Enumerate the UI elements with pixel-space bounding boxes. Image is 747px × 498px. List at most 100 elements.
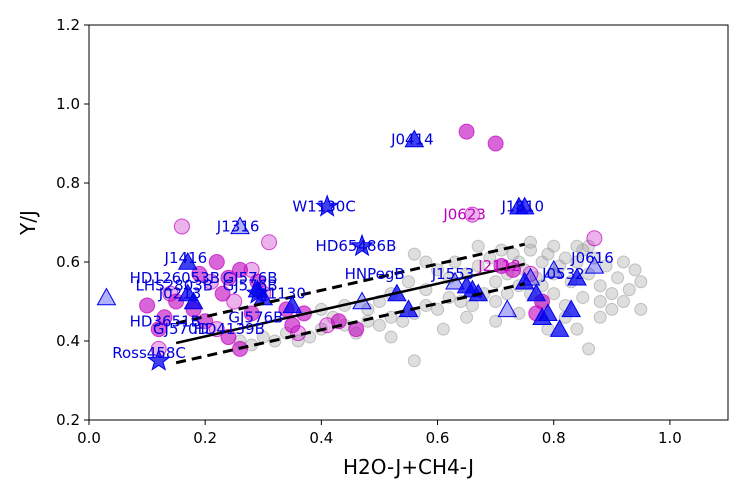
x-tick-label: 0.4 xyxy=(309,429,333,447)
triangle-point xyxy=(561,299,582,318)
gray-point xyxy=(611,271,625,285)
triangle-point xyxy=(549,319,570,337)
gray-point xyxy=(616,255,630,269)
gray-point xyxy=(489,275,503,289)
magenta-point xyxy=(586,230,603,247)
gray-point xyxy=(593,310,607,324)
star-points-layer xyxy=(146,194,374,371)
triangle-point xyxy=(230,216,250,235)
gray-point xyxy=(547,239,561,253)
gray-point xyxy=(436,322,450,336)
magenta-point xyxy=(191,265,208,282)
gray-point xyxy=(628,263,642,277)
point-annotation: HD126053B xyxy=(130,269,220,287)
star-point xyxy=(146,348,171,371)
point-annotation: HD3651B xyxy=(130,312,201,330)
gray-point xyxy=(570,322,584,336)
triangle-point xyxy=(543,259,564,278)
y-tick-label: 1.2 xyxy=(56,16,80,34)
triangle-point xyxy=(526,283,547,302)
triangle-point xyxy=(96,287,117,306)
point-annotation: Ross458C xyxy=(112,344,186,362)
y-tick-label: 1.0 xyxy=(56,95,80,113)
y-axis-label: Y/J xyxy=(16,210,40,236)
triangle-point xyxy=(183,291,204,310)
gray-point xyxy=(622,283,636,297)
lower-bound-line xyxy=(175,282,526,365)
point-annotation: J2112 xyxy=(477,257,521,275)
gray-point xyxy=(605,287,619,301)
triangle-point xyxy=(514,196,535,215)
x-tick-label: 0.6 xyxy=(426,429,450,447)
star-point xyxy=(350,233,374,257)
point-annotation: GJ570D xyxy=(153,320,209,338)
gray-point xyxy=(402,275,415,289)
gray-point xyxy=(489,314,503,328)
gray-point xyxy=(523,235,537,249)
fit-line xyxy=(175,262,525,345)
annotation-layer: J0414 W1130C J1810 J0623 J1316 HD65486B J1416 J… xyxy=(112,131,614,362)
y-tick-label: 0.4 xyxy=(56,332,80,350)
x-tick-label: 0.0 xyxy=(77,429,101,447)
gray-point xyxy=(460,310,474,324)
triangle-point xyxy=(567,267,587,286)
magenta-point xyxy=(156,309,173,326)
x-axis-label: H2O-J+CH4-J xyxy=(343,455,474,479)
trend-lines-layer xyxy=(175,242,526,365)
gray-point xyxy=(587,251,601,265)
y-tick-label: 0.6 xyxy=(56,253,80,271)
magenta-point xyxy=(220,269,237,286)
magenta-point xyxy=(208,254,225,270)
gray-point xyxy=(384,330,398,344)
point-annotation: J0532 xyxy=(541,265,585,283)
plot-frame xyxy=(88,24,729,421)
magenta-point xyxy=(173,218,190,235)
triangle-point xyxy=(584,255,605,274)
gray-point xyxy=(593,279,607,293)
tick-layer: 0.0 0.2 0.4 0.6 0.8 1.00.20.40.60.81.01.2 xyxy=(56,16,682,447)
star-point xyxy=(245,281,270,304)
point-annotation: J1416 xyxy=(164,249,208,267)
magenta-point xyxy=(330,313,347,330)
magenta-point xyxy=(214,285,231,302)
point-annotation: HD4139B xyxy=(194,320,265,338)
gray-point xyxy=(489,295,503,308)
gray-point xyxy=(593,295,607,308)
point-annotation: J1316 xyxy=(216,217,260,235)
gray-point xyxy=(582,342,596,356)
point-annotation: GJ576B xyxy=(223,269,278,287)
point-annotation: J1810 xyxy=(500,198,544,216)
point-annotation: GJ576B xyxy=(228,308,283,326)
triangle-point xyxy=(520,267,541,286)
star-point xyxy=(315,194,339,217)
gray-point xyxy=(616,295,630,308)
triangle-point xyxy=(404,129,425,148)
x-tick-label: 0.8 xyxy=(542,429,566,447)
gray-point xyxy=(576,291,590,305)
triangle-point xyxy=(177,251,198,270)
triangle-point xyxy=(282,295,303,314)
gray-point xyxy=(471,259,485,273)
magenta-point xyxy=(202,273,219,290)
point-annotation: W1130C xyxy=(292,198,355,216)
gray-point xyxy=(634,302,648,316)
magenta-point xyxy=(261,234,278,251)
magenta-point xyxy=(464,206,481,223)
gray-point xyxy=(372,318,386,332)
point-annotation: J0213 xyxy=(158,285,202,303)
triangle-points-layer xyxy=(96,129,605,337)
magenta-point xyxy=(243,305,260,322)
gray-point xyxy=(547,287,561,301)
triangle-point xyxy=(497,299,518,318)
gray-point xyxy=(634,275,648,289)
point-annotation: J1130 xyxy=(262,285,306,303)
magenta-point xyxy=(487,135,504,152)
y-tick-label: 0.2 xyxy=(56,411,80,429)
gray-point xyxy=(605,302,619,316)
magenta-point xyxy=(458,123,475,140)
gray-point xyxy=(500,287,514,301)
magenta-point xyxy=(232,261,249,278)
point-annotation: J0414 xyxy=(390,131,434,149)
gray-point xyxy=(407,354,421,368)
